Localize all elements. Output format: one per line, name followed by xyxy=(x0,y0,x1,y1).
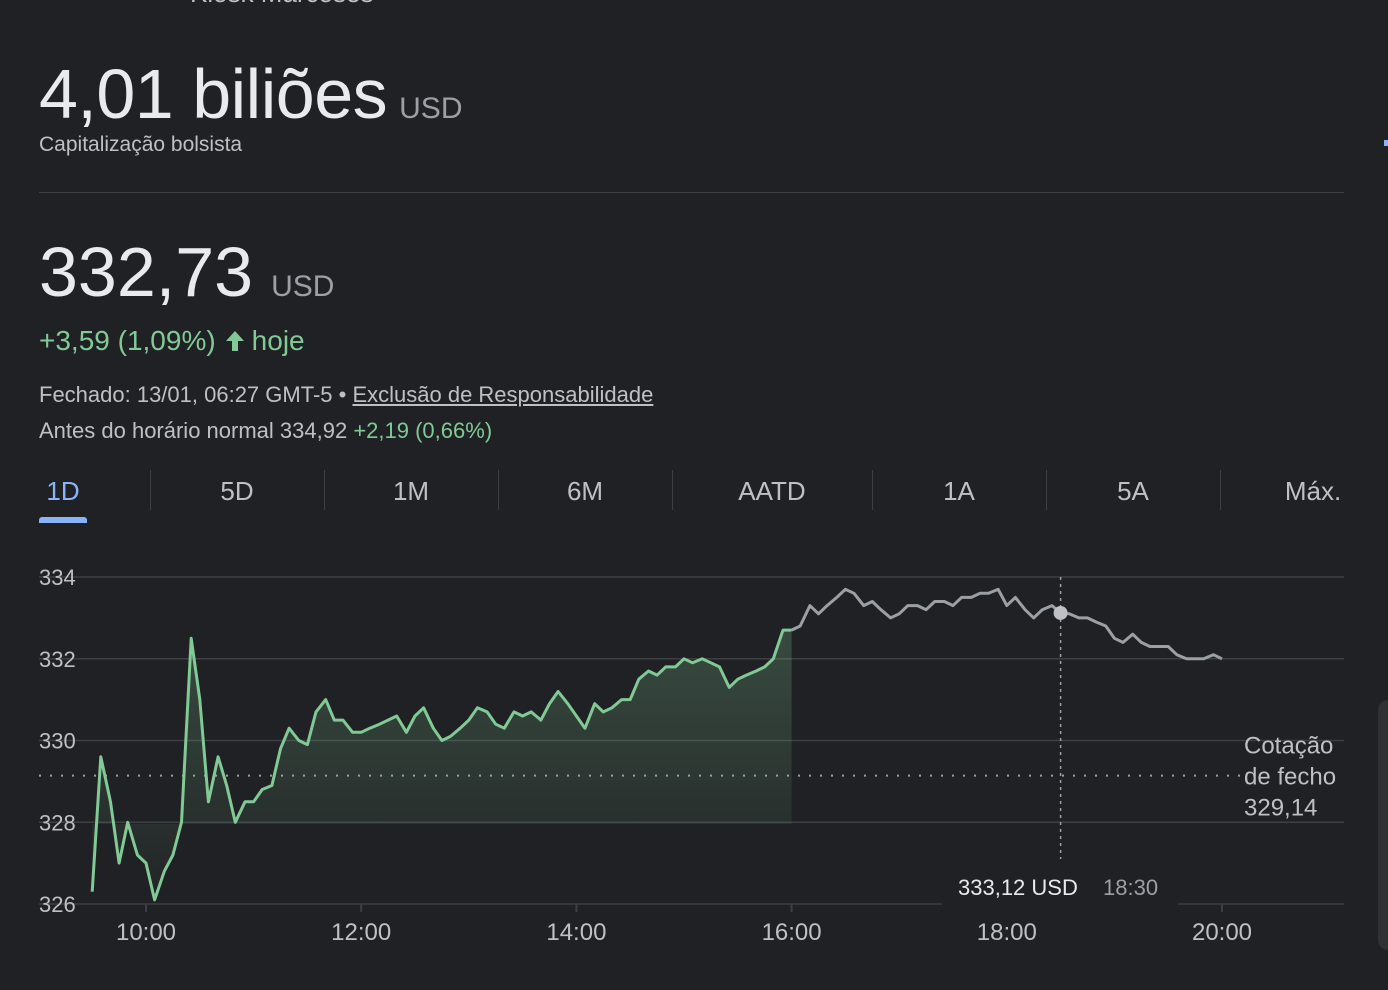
premarket-label: Antes do horário normal 334,92 xyxy=(39,418,348,443)
previous-close-label: 329,14 xyxy=(1244,795,1317,822)
x-tick-label: 12:00 xyxy=(331,919,391,946)
tab-separator xyxy=(324,470,325,510)
x-tick-label: 10:00 xyxy=(116,919,176,946)
y-tick-label: 328 xyxy=(39,810,76,835)
tab-separator xyxy=(498,470,499,510)
price-chart[interactable]: 326 328 330 332 334 10:00 12:00 14:00 16:00 18:00… xyxy=(0,540,1388,980)
tab-separator xyxy=(672,470,673,510)
y-tick-label: 330 xyxy=(39,729,76,754)
premarket-info: Antes do horário normal 334,92 +2,19 (0,… xyxy=(39,418,492,444)
price-header: 332,73 USD xyxy=(39,232,334,312)
company-name-clipped: Kiosk Marcoses xyxy=(190,0,374,9)
tab-max[interactable]: Máx. xyxy=(1284,476,1342,506)
x-tick-label: 14:00 xyxy=(546,919,606,946)
closed-info: Fechado: 13/01, 06:27 GMT-5 • Exclusão d… xyxy=(39,382,653,408)
regular-session-line xyxy=(90,628,792,902)
previous-close-label: de fecho xyxy=(1244,764,1336,791)
hover-point xyxy=(1053,605,1068,620)
tab-1m[interactable]: 1M xyxy=(392,476,430,506)
price-change-value: +3,59 (1,09%) xyxy=(39,325,216,356)
scroll-indicator xyxy=(1384,140,1388,146)
x-tick-label: 18:00 xyxy=(977,919,1037,946)
tab-separator xyxy=(1046,470,1047,510)
tooltip-box xyxy=(942,859,1178,915)
active-tab-indicator xyxy=(39,517,87,523)
divider xyxy=(39,192,1344,193)
tab-separator xyxy=(872,470,873,510)
y-tick-label: 334 xyxy=(39,565,76,590)
tab-5d[interactable]: 5D xyxy=(220,476,254,506)
closed-timestamp: Fechado: 13/01, 06:27 GMT-5 • xyxy=(39,382,347,407)
tab-1a[interactable]: 1A xyxy=(943,476,975,506)
market-cap-unit: USD xyxy=(399,92,463,125)
tab-aatd[interactable]: AATD xyxy=(738,476,806,506)
price-unit: USD xyxy=(271,270,335,303)
tab-separator xyxy=(150,470,151,510)
regular-session-area xyxy=(92,630,792,900)
y-tick-label: 326 xyxy=(39,892,76,917)
market-cap-value: 4,01 biliões xyxy=(39,55,388,133)
side-panel-edge xyxy=(1378,700,1388,950)
market-cap: 4,01 biliões USD xyxy=(39,54,462,134)
x-tick-label: 16:00 xyxy=(762,919,822,946)
disclaimer-link[interactable]: Exclusão de Responsabilidade xyxy=(352,382,654,407)
tab-5a[interactable]: 5A xyxy=(1117,476,1149,506)
tab-separator xyxy=(1220,470,1221,510)
tooltip-time: 18:30 xyxy=(1103,875,1158,900)
tab-1d[interactable]: 1D xyxy=(46,476,80,506)
premarket-change: +2,19 (0,66%) xyxy=(353,418,493,443)
price-change: +3,59 (1,09%) hoje xyxy=(39,325,305,357)
price-value: 332,73 xyxy=(39,233,254,311)
x-tick-label: 20:00 xyxy=(1192,919,1252,946)
range-tabs: 1D 5D 1M 6M AATD 1A 5A Máx. xyxy=(39,470,1344,524)
y-tick-label: 332 xyxy=(39,647,76,672)
after-hours-line xyxy=(790,587,1223,661)
tab-6m[interactable]: 6M xyxy=(566,476,604,506)
price-change-suffix: hoje xyxy=(251,325,305,356)
tooltip-value: 333,12 USD xyxy=(958,875,1078,900)
arrow-up-icon xyxy=(224,329,246,353)
market-cap-label: Capitalização bolsista xyxy=(39,133,243,156)
previous-close-label: Cotação xyxy=(1244,733,1333,760)
